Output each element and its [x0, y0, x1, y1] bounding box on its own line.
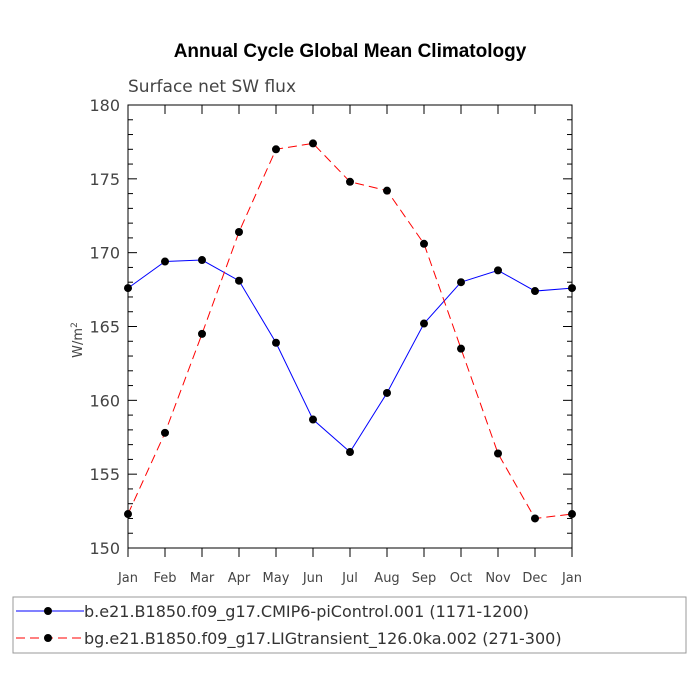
x-tick-label: Nov [485, 571, 511, 586]
y-tick-label: 165 [89, 318, 120, 337]
series-2-point [494, 449, 502, 458]
series-1-point [420, 319, 428, 328]
legend: b.e21.B1850.f09_g17.CMIP6-piControl.001 … [12, 596, 687, 654]
series-1-point [309, 415, 317, 424]
series-1-point [383, 388, 391, 397]
series-2-point [457, 344, 465, 353]
y-tick-label: 155 [89, 465, 120, 484]
legend-swatch-marker-1 [44, 607, 52, 615]
x-tick-label: Sep [412, 571, 437, 586]
series-line-1 [127, 259, 573, 453]
plot-frame [127, 104, 573, 549]
series-1-point [272, 338, 280, 347]
x-tick-label: Dec [522, 571, 547, 586]
series-1-point [124, 284, 132, 293]
x-tick-label: Mar [190, 571, 215, 586]
x-tick-label: Jan [117, 571, 138, 586]
series-1-point [494, 266, 502, 275]
series-1-point [161, 257, 169, 266]
x-tick-label: Jul [341, 571, 358, 586]
x-tick-label: Apr [228, 571, 251, 586]
y-tick-label: 180 [89, 96, 120, 115]
series-2-point [272, 145, 280, 154]
legend-entry-2: bg.e21.B1850.f09_g17.LIGtransient_126.0k… [84, 629, 562, 649]
series-2-point [531, 514, 539, 523]
series-2-point [568, 510, 576, 519]
legend-box [12, 596, 687, 654]
chart-title: Annual Cycle Global Mean Climatology [174, 41, 527, 62]
y-tick-label: 150 [89, 539, 120, 558]
series-2-point [309, 139, 317, 148]
x-tick-label: Feb [153, 571, 176, 586]
series-1-point [457, 278, 465, 287]
x-tick-label: Jun [302, 571, 323, 586]
series-1-point [235, 276, 243, 285]
legend-swatch-marker-2 [44, 634, 52, 642]
series-2-point [383, 186, 391, 195]
legend-entry-1: b.e21.B1850.f09_g17.CMIP6-piControl.001 … [84, 602, 529, 622]
series-2-point [161, 428, 169, 437]
series-2-point [235, 227, 243, 236]
x-tick-label: Jan [561, 571, 582, 586]
y-tick-label: 175 [89, 170, 120, 189]
y-axis-label-unit: W/m [71, 328, 86, 358]
plot-area: 150 155 160 165 170 175 180 Jan Feb Mar Apr May Jun J… [89, 96, 582, 586]
y-tick-label: 160 [89, 391, 120, 410]
series-1-point [568, 284, 576, 293]
series-2-point [198, 329, 206, 338]
x-tick-label: Aug [374, 571, 399, 586]
series-2-point [346, 177, 354, 186]
series-2-point [420, 239, 428, 248]
series-line-2 [127, 142, 573, 520]
series-1-point [531, 287, 539, 296]
chart-subtitle: Surface net SW flux [128, 77, 296, 97]
series-1-point [198, 256, 206, 265]
series-1-point [346, 448, 354, 457]
x-tick-label: Oct [450, 571, 472, 586]
x-tick-label: May [263, 571, 290, 586]
y-axis-label: W/m2 [70, 322, 86, 358]
y-axis-label-superscript: 2 [70, 322, 80, 328]
y-tick-label: 170 [89, 244, 120, 263]
series-2-point [124, 510, 132, 519]
